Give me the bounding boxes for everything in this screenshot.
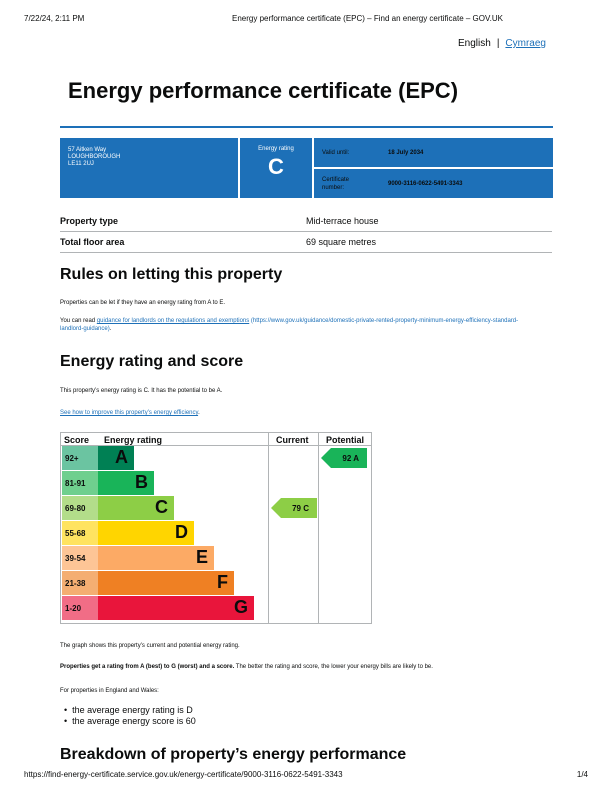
col-score-header: Score [64,435,90,445]
epc-band-bar: F [98,571,234,595]
certificate-number-label: Certificate number: [322,176,388,192]
fact-value: Mid-terrace house [306,216,379,226]
print-page-number: 1/4 [576,770,588,779]
valid-until-value: 18 July 2034 [388,149,424,156]
epc-band-letter: D [175,522,188,542]
average-list: the average energy rating is D the avera… [72,705,196,727]
guidance-url: (https://www.gov.uk/guidance/domestic-pr… [249,318,519,324]
certificate-number-value: 9000-3116-0622-5491-3343 [388,180,463,187]
epc-band-score: 21-38 [62,571,98,595]
england-wales-note: For properties in England and Wales: [60,688,159,694]
certificate-label-line-1: Certificate [322,176,350,183]
letting-paragraph: Properties can be let if they have an en… [60,300,226,306]
title-divider [60,126,553,128]
epc-band-score: 81-91 [62,471,98,495]
epc-band-bar: E [98,546,214,570]
epc-band-bar: C [98,496,174,520]
epc-band-bar: A [98,446,134,470]
guidance-url-line-2: landlord-guidance) [60,326,110,332]
rating-explanation-bold: Properties get a rating from A (best) to… [60,664,235,670]
valid-until-label: Valid until: [322,149,350,156]
epc-band-score: 39-54 [62,546,98,570]
address-line-2: LOUGHBOROUGH [68,154,121,160]
language-welsh-link[interactable]: Cymraeg [505,38,546,49]
certificate-label-line-2: number: [322,184,345,191]
print-header: 7/22/24, 2:11 PM Energy performance cert… [24,14,588,26]
epc-band-letter: E [195,547,208,567]
guidance-suffix: . [109,326,112,332]
epc-band-bar: B [98,471,154,495]
language-separator: | [496,38,500,49]
property-facts: Property type Mid-terrace house Total fl… [60,211,552,253]
fact-label: Property type [60,216,119,226]
print-url: https://find-energy-certificate.service.… [24,770,343,779]
page-title: Energy performance certificate (EPC) [68,78,459,103]
improve-efficiency-link[interactable]: See how to improve this property’s energ… [60,410,199,416]
energy-rating-letter: C [268,154,284,179]
current-column-divider [268,433,269,623]
language-english: English [458,38,491,49]
energy-rating-label: Energy rating [258,146,294,152]
fact-row-floor-area: Total floor area 69 square metres [60,232,552,253]
breakdown-heading: Breakdown of property’s energy performan… [60,746,407,763]
improve-paragraph: See how to improve this property’s energ… [60,409,200,417]
improve-suffix: . [198,410,200,416]
language-switcher: English | Cymraeg [458,38,546,49]
average-rating-item: the average energy rating is D [72,705,196,716]
landlord-guidance-paragraph: You can read guidance for landlords on t… [60,317,550,333]
certificate-summary: 57 Aitken Way LOUGHBOROUGH LE11 2UJ Ener… [60,138,553,198]
energy-rating-box: Energy rating C [240,138,312,198]
epc-band-score: 55-68 [62,521,98,545]
current-rating-arrow: 79 C [271,498,317,518]
landlord-guidance-link[interactable]: guidance for landlords on the regulation… [96,318,250,324]
graph-note: The graph shows this property’s current … [60,643,240,649]
letting-heading: Rules on letting this property [60,266,283,283]
rating-explanation: Properties get a rating from A (best) to… [60,663,433,671]
property-address: 57 Aitken Way LOUGHBOROUGH LE11 2UJ [60,138,238,198]
epc-band-bar: D [98,521,194,545]
col-potential-header: Potential [326,435,365,445]
epc-band-letter: F [217,572,228,592]
fact-label: Total floor area [60,237,125,247]
address-line-1: 57 Aitken Way [68,147,107,153]
print-datetime: 7/22/24, 2:11 PM [24,14,85,23]
col-rating-header: Energy rating [104,435,163,445]
col-current-header: Current [276,435,309,445]
potential-column-divider [318,433,319,623]
valid-until-row: Valid until: 18 July 2034 [314,138,553,167]
print-title: Energy performance certificate (EPC) – F… [232,14,503,23]
epc-band-score: 69-80 [62,496,98,520]
fact-row-property-type: Property type Mid-terrace house [60,211,552,232]
epc-band-bar: G [98,596,254,620]
epc-band-letter: G [233,597,248,617]
potential-rating-arrow: 92 A [321,448,367,468]
certificate-details: Valid until: 18 July 2034 Certificate nu… [314,138,553,198]
rating-explanation-rest: The better the rating and score, the low… [234,664,433,670]
epc-band-score: 92+ [62,446,98,470]
rating-heading: Energy rating and score [60,353,244,370]
epc-chart-header: Score Energy rating Current Potential [61,433,371,446]
fact-value: 69 square metres [306,237,377,247]
epc-rating-chart: Score Energy rating Current Potential 92… [60,432,372,624]
average-score-item: the average energy score is 60 [72,716,196,727]
certificate-number-row: Certificate number: 9000-3116-0622-5491-… [314,169,553,198]
epc-band-score: 1-20 [62,596,98,620]
guidance-prefix: You can read [60,318,97,324]
epc-band-letter: A [115,447,128,467]
rating-paragraph: This property’s energy rating is C. It h… [60,388,223,394]
epc-band-letter: C [155,497,168,517]
address-line-3: LE11 2UJ [68,161,94,167]
epc-band-letter: B [135,472,148,492]
